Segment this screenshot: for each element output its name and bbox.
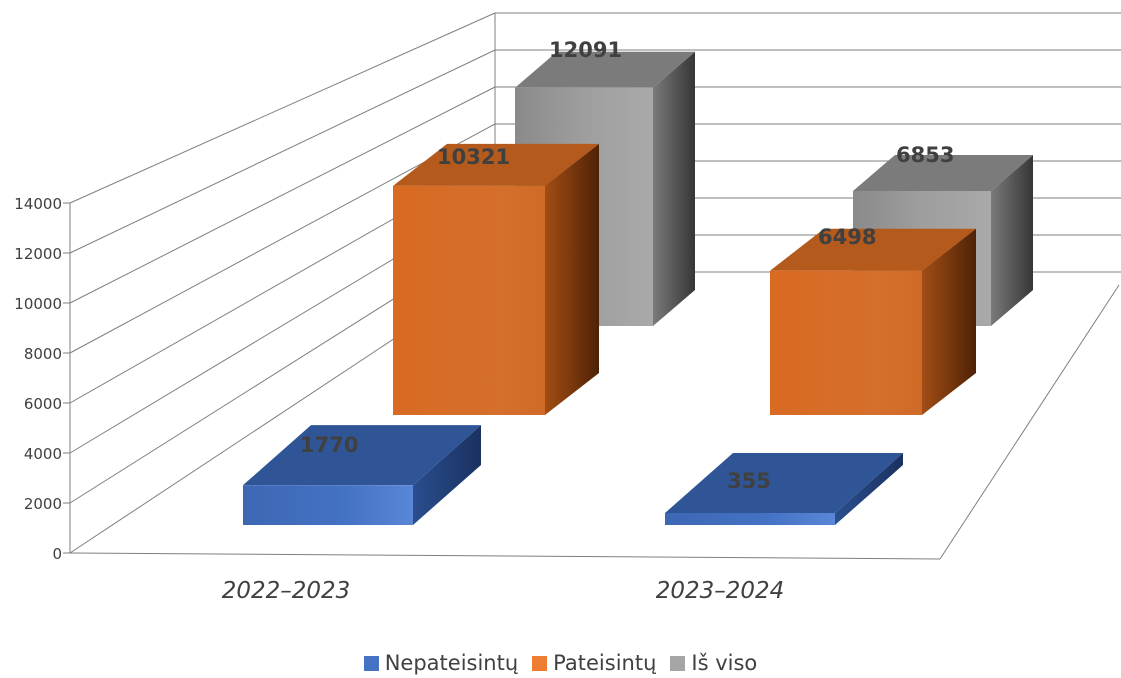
legend-label: Nepateisintų	[384, 651, 519, 675]
data-label: 6498	[818, 225, 876, 249]
legend-label: Iš viso	[691, 651, 758, 675]
bar-side-face	[413, 425, 481, 525]
y-tick-label: 0	[52, 545, 62, 563]
legend-swatch	[363, 655, 379, 671]
bar-side-face	[991, 154, 1033, 326]
y-tick-label: 6000	[24, 395, 62, 413]
legend-swatch	[532, 655, 548, 671]
legend-swatch	[670, 655, 686, 671]
chart-area: 0 2000 4000 6000 8000 10000 12000 14000 1770 355 1…	[14, 12, 1121, 604]
floor-front-edge	[69, 552, 941, 560]
x-category-label: 2022–2023	[222, 578, 351, 604]
floor-right-edge	[939, 284, 1120, 560]
bar-top-face	[665, 453, 903, 513]
bar-side-face	[545, 143, 599, 416]
bar-orange-2	[770, 228, 976, 415]
y-tick-label: 10000	[14, 295, 62, 313]
y-tick-label: 14000	[14, 195, 62, 213]
bar-top-face	[515, 51, 695, 88]
bar-top-face	[853, 154, 1033, 191]
bar-front-face	[770, 270, 922, 415]
legend-item: Pateisintų	[532, 651, 656, 675]
gridline-left	[69, 86, 496, 304]
data-label: 355	[727, 469, 771, 493]
y-tick-label: 8000	[24, 345, 62, 363]
y-tick-label: 12000	[14, 245, 62, 263]
y-tick-label: 4000	[24, 445, 62, 463]
bar-front-face	[393, 185, 545, 415]
gridline-left	[69, 49, 496, 254]
bar-top-face	[393, 143, 599, 186]
x-category-label: 2023–2024	[656, 578, 785, 604]
bar-side-face	[922, 228, 976, 415]
y-tick-label: 2000	[24, 495, 62, 513]
bar-blue-1	[243, 425, 481, 525]
bar-front-face	[243, 485, 413, 525]
bar-top-face	[770, 228, 976, 271]
legend: Nepateisintų Pateisintų Iš viso	[0, 648, 1121, 678]
data-label: 1770	[300, 433, 358, 457]
legend-label: Pateisintų	[553, 651, 657, 675]
data-label: 10321	[437, 145, 510, 169]
bar-orange-1	[393, 143, 599, 416]
legend-item: Iš viso	[670, 651, 757, 675]
bar-side-face	[835, 453, 903, 525]
bar-side-face	[653, 51, 695, 326]
gridline-left	[69, 12, 496, 204]
data-label: 6853	[896, 143, 954, 167]
legend-item: Nepateisintų	[363, 651, 519, 675]
bar-blue-2	[665, 453, 903, 525]
data-label: 12091	[549, 38, 622, 62]
bar-top-face	[243, 425, 481, 486]
bar-front-face	[665, 513, 835, 525]
